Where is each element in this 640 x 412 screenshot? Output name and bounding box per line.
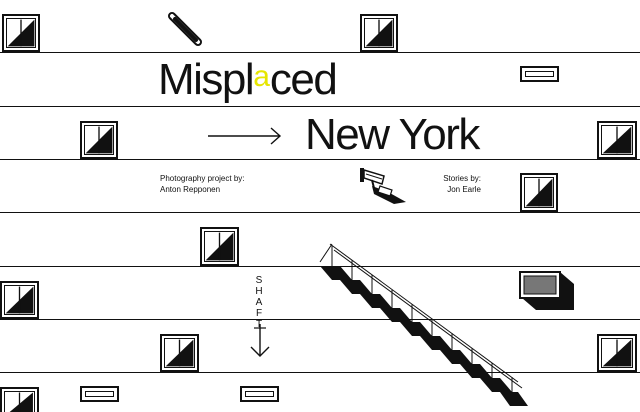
shaft-letter: H [255, 286, 263, 297]
photo-credit: Photography project by: Anton Repponen [160, 173, 245, 195]
window [597, 334, 637, 372]
title-word-new-york: New York [305, 110, 480, 159]
floor-line [0, 52, 640, 53]
window [597, 121, 637, 159]
air-conditioner-icon [519, 271, 574, 310]
vent-window [520, 66, 559, 82]
floor-line [0, 266, 640, 267]
security-camera-icon [360, 168, 406, 204]
floor-line [0, 159, 640, 160]
arrow-icon [208, 127, 282, 145]
window [2, 14, 40, 52]
window [360, 14, 398, 52]
title-accent-letter: a [253, 60, 270, 93]
floor-line [0, 106, 640, 107]
floor-line [0, 319, 640, 320]
floor-line [0, 372, 640, 373]
shaft-letter: F [255, 308, 263, 319]
stories-credit: Stories by: Jon Earle [441, 173, 481, 195]
photo-credit-name: Anton Repponen [160, 185, 221, 194]
stories-credit-label: Stories by: [443, 174, 481, 183]
window [0, 387, 39, 412]
flashlight-icon [168, 12, 202, 46]
vent-window [240, 386, 279, 402]
window [200, 227, 239, 266]
stories-credit-name: Jon Earle [447, 185, 481, 194]
window [160, 334, 199, 372]
title-word-misplaced: Misplaced [158, 55, 338, 104]
down-arrow-icon [250, 324, 270, 357]
vent-window [80, 386, 119, 402]
window [80, 121, 118, 159]
staircase-icon [319, 243, 528, 406]
shaft-letter: S [255, 275, 263, 286]
photo-credit-label: Photography project by: [160, 174, 245, 183]
shaft-letter: T [255, 319, 263, 330]
shaft-label: S H A F T [252, 275, 266, 330]
floor-line [0, 212, 640, 213]
window [0, 281, 39, 319]
window [520, 173, 558, 212]
shaft-letter: A [255, 297, 263, 308]
